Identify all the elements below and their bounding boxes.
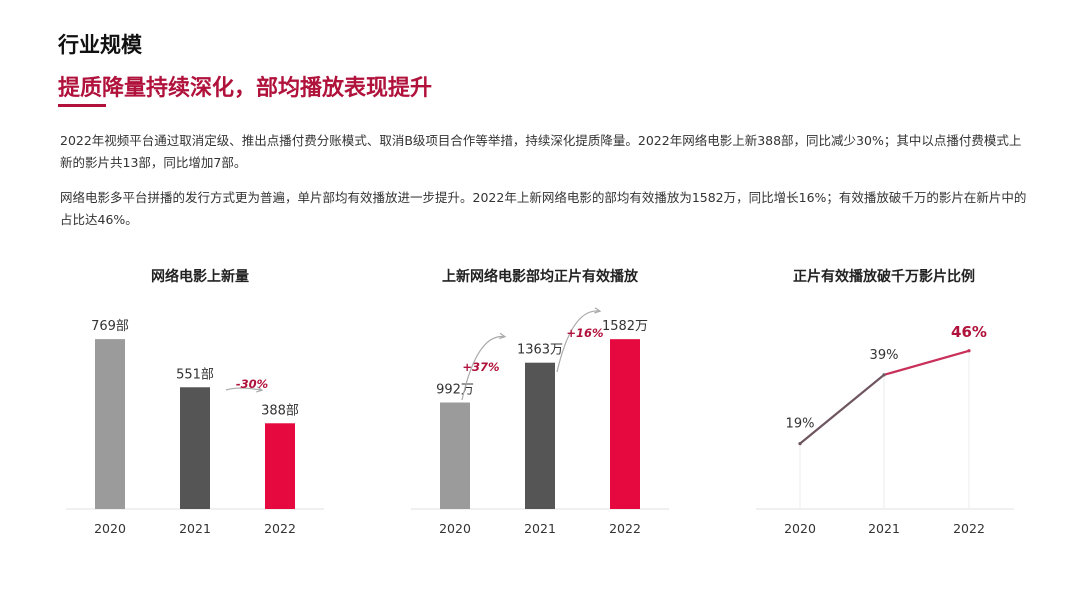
chart3-series-line-segment-1 bbox=[799, 373, 885, 445]
chart2-value-label-2021: 1363万 bbox=[517, 343, 563, 358]
chart3-value-label-2020: 19% bbox=[786, 417, 815, 432]
chart-title-avg-plays: 上新网络电影部均正片有效播放 bbox=[442, 269, 638, 285]
chart2-category-2021: 2021 bbox=[524, 521, 556, 536]
chart1-bar-2021 bbox=[180, 387, 210, 509]
chart2-value-label-2022: 1582万 bbox=[602, 319, 648, 334]
chart3-point-2021 bbox=[882, 373, 886, 377]
chart2-bar-2022 bbox=[610, 339, 640, 509]
chart2-change-arrow-1-head bbox=[499, 332, 507, 340]
chart3-point-2020 bbox=[798, 442, 802, 446]
chart2-change-arrow-2-head bbox=[594, 307, 602, 314]
chart1-change-arrow-head bbox=[256, 386, 264, 393]
chart1-bar-2020 bbox=[95, 339, 125, 509]
chart1-value-label-2022: 388部 bbox=[261, 403, 299, 418]
chart2-change-annotation-2: +16% bbox=[566, 326, 603, 340]
chart3-value-label-2022: 46% bbox=[951, 323, 987, 341]
chart1-value-label-2021: 551部 bbox=[176, 367, 214, 382]
chart-title-10m-ratio: 正片有效播放破千万影片比例 bbox=[793, 269, 975, 285]
chart1-category-2022: 2022 bbox=[264, 521, 296, 536]
chart1-category-2021: 2021 bbox=[179, 521, 211, 536]
page-headline: 提质降量持续深化，部均播放表现提升 bbox=[58, 76, 433, 101]
section-topic: 行业规模 bbox=[58, 33, 142, 57]
chart2-category-2022: 2022 bbox=[609, 521, 641, 536]
chart3-point-2022 bbox=[967, 349, 971, 353]
chart2-change-arrow-2 bbox=[556, 310, 601, 373]
chart3-value-label-2021: 39% bbox=[870, 348, 899, 363]
chart2-bar-2021 bbox=[525, 362, 555, 509]
headline-underline bbox=[58, 104, 106, 107]
chart2-value-label-2020: 992万 bbox=[436, 383, 474, 398]
chart2-change-annotation-1: +37% bbox=[462, 360, 499, 374]
chart-title-new-releases: 网络电影上新量 bbox=[151, 269, 249, 285]
chart2-category-2020: 2020 bbox=[439, 521, 471, 536]
chart1-change-annotation: -30% bbox=[236, 377, 268, 391]
chart1-change-arrow bbox=[225, 387, 263, 391]
chart3-series-line-segment-2 bbox=[883, 349, 970, 376]
chart2-change-arrow-1 bbox=[461, 336, 506, 401]
chart1-value-label-2020: 769部 bbox=[91, 319, 129, 334]
chart1-bar-2022 bbox=[265, 423, 295, 509]
chart3-category-2020: 2020 bbox=[784, 521, 816, 536]
paragraph-plays: 网络电影多平台拼播的发行方式更为普遍，单片部均有效播放进一步提升。2022年上新… bbox=[60, 190, 1027, 227]
chart3-category-2021: 2021 bbox=[868, 521, 900, 536]
chart1-category-2020: 2020 bbox=[94, 521, 126, 536]
chart2-bar-2020 bbox=[440, 402, 470, 509]
paragraph-scale: 2022年视频平台通过取消定级、推出点播付费分账模式、取消B级项目合作等举措，持… bbox=[60, 133, 1022, 170]
chart3-category-2022: 2022 bbox=[953, 521, 985, 536]
